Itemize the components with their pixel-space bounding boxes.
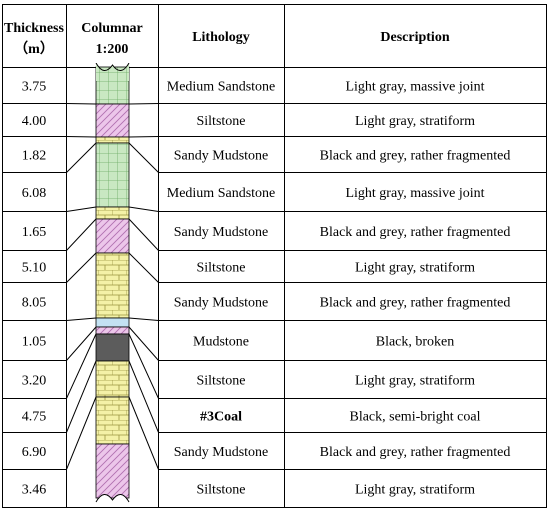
- header-description: Description: [380, 30, 449, 45]
- table-row: 1.05 Mudstone Black, broken: [22, 335, 455, 350]
- thickness-value: 6.90: [22, 445, 47, 460]
- rock-description: Black and grey, rather fragmented: [320, 149, 511, 164]
- thickness-value: 1.82: [22, 149, 47, 164]
- rock-description: Light gray, stratiform: [355, 114, 475, 129]
- row-divider: [2, 136, 547, 138]
- column-segment-yellow-brick: [95, 360, 130, 398]
- lithology-name: Medium Sandstone: [167, 186, 276, 201]
- table-row: 3.46 Siltstone Light gray, stratiform: [22, 483, 475, 498]
- column-segment-pink-hatch: [95, 218, 130, 254]
- row-divider: [2, 360, 547, 433]
- lithology-name: Siltstone: [196, 483, 245, 498]
- table-border: [2, 4, 547, 508]
- row-divider: [2, 317, 547, 321]
- column-segment-yellow-brick: [95, 396, 130, 445]
- column-segment-pink-hatch: [95, 326, 130, 335]
- rock-description: Black and grey, rather fragmented: [320, 225, 511, 240]
- thickness-value: 6.08: [22, 186, 47, 201]
- column-top-mask: [95, 53, 130, 63]
- row-divider: [2, 326, 547, 361]
- column-top-break: [95, 62, 130, 71]
- table-row: 4.00 Siltstone Light gray, stratiform: [22, 114, 475, 129]
- lithology-name: Siltstone: [196, 114, 245, 129]
- thickness-value: 5.10: [22, 261, 47, 276]
- lithology-name: Sandy Mudstone: [174, 149, 269, 164]
- rock-description: Black and grey, rather fragmented: [320, 445, 511, 460]
- table-row: 3.20 Siltstone Light gray, stratiform: [22, 374, 475, 389]
- column-segment-pink-hatch: [95, 103, 130, 138]
- rock-description: Light gray, massive joint: [345, 186, 484, 201]
- header-thickness-line1: Thickness: [4, 21, 64, 36]
- table-row: 3.75 Medium Sandstone Light gray, massive …: [22, 80, 485, 95]
- table-row: 1.65 Sandy Mudstone Black and grey, rather…: [22, 225, 511, 240]
- column-top-fill: [96, 63, 129, 81]
- table-row: 6.90 Sandy Mudstone Black and grey, rather…: [22, 445, 511, 460]
- table-row: 5.10 Siltstone Light gray, stratiform: [22, 261, 475, 276]
- table-row: 6.08 Medium Sandstone Light gray, massive …: [22, 186, 485, 201]
- column-segment-yellow-brick: [95, 252, 130, 319]
- rock-description: Light gray, stratiform: [355, 374, 475, 389]
- column-segment-yellow-brick: [95, 136, 130, 144]
- column-segment-blue-solid: [95, 317, 130, 328]
- row-divider: [2, 396, 547, 470]
- table-row: 8.05 Sandy Mudstone Black and grey, rather…: [22, 296, 511, 311]
- lithology-name: Sandy Mudstone: [174, 296, 269, 311]
- lithology-name: Siltstone: [196, 261, 245, 276]
- thickness-value: 1.65: [22, 225, 47, 240]
- row-divider: [2, 218, 547, 251]
- thickness-value: 3.75: [22, 80, 47, 95]
- thickness-value: 1.05: [22, 335, 47, 350]
- lithology-name: Medium Sandstone: [167, 80, 276, 95]
- rock-description: Black and grey, rather fragmented: [320, 296, 511, 311]
- row-divider: [2, 252, 547, 283]
- thickness-value: 4.00: [22, 114, 47, 129]
- row-divider: [2, 333, 547, 399]
- lithology-name: Mudstone: [193, 335, 249, 350]
- rock-description: Black, broken: [376, 335, 455, 350]
- row-divider: [2, 142, 547, 173]
- column-bottom-break: [95, 494, 130, 503]
- table-grid: [2, 4, 547, 508]
- lithology-column: [95, 53, 130, 503]
- rock-description: Black, semi-bright coal: [349, 410, 480, 425]
- table-row: 4.75 #3Coal Black, semi-bright coal: [22, 410, 481, 425]
- table-body: 3.75 Medium Sandstone Light gray, massive …: [2, 80, 547, 498]
- thickness-value: 8.05: [22, 296, 47, 311]
- thickness-value: 3.20: [22, 374, 47, 389]
- lithology-name: #3Coal: [200, 410, 242, 425]
- row-divider: [2, 103, 547, 105]
- header-columnar-line1: Columnar: [81, 21, 142, 36]
- thickness-value: 3.46: [22, 483, 47, 498]
- table-row: 1.82 Sandy Mudstone Black and grey, rather…: [22, 149, 511, 164]
- lithology-name: Siltstone: [196, 374, 245, 389]
- rock-description: Light gray, massive joint: [345, 80, 484, 95]
- table-header: Thickness （m） Columnar 1:200 Lithology D…: [4, 21, 450, 57]
- lithology-name: Sandy Mudstone: [174, 225, 269, 240]
- column-segment-yellow-brick: [95, 206, 130, 220]
- column-segment-coal-solid: [95, 333, 130, 362]
- thickness-value: 4.75: [22, 410, 47, 425]
- lithology-name: Sandy Mudstone: [174, 445, 269, 460]
- header-thickness-line2: （m）: [14, 41, 54, 57]
- rock-description: Light gray, stratiform: [355, 261, 475, 276]
- column-segment-pink-hatch: [95, 443, 130, 499]
- column-segment-green-grid: [95, 142, 130, 208]
- row-divider: [2, 206, 547, 212]
- header-lithology: Lithology: [192, 30, 250, 45]
- rock-description: Light gray, stratiform: [355, 483, 475, 498]
